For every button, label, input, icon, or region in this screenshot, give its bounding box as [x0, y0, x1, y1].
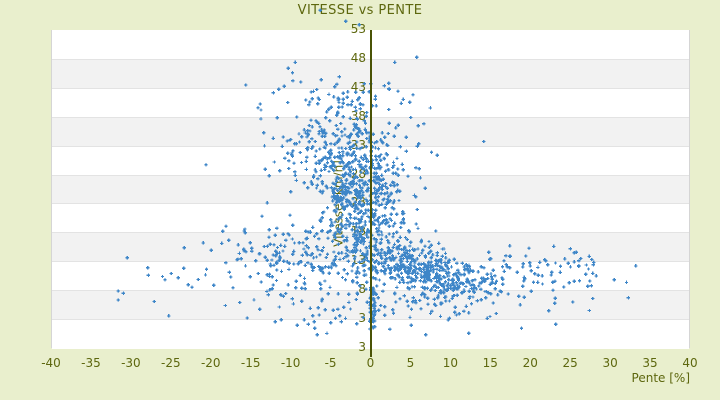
x-tick-label: 35 — [642, 356, 658, 370]
x-tick-label: -10 — [280, 356, 301, 370]
x-tick-label: -5 — [324, 356, 337, 370]
y-tick-label: 38 — [350, 108, 366, 123]
x-tick-label: 15 — [482, 356, 498, 370]
y-tick-label: 8 — [358, 282, 366, 297]
y-tick-label: 43 — [350, 79, 366, 94]
x-tick-label: -15 — [240, 356, 261, 370]
x-tick-label: 5 — [406, 356, 415, 370]
x-tick-label: -30 — [121, 356, 141, 370]
x-tick-label: -35 — [81, 356, 101, 370]
y-axis-title: Vitesse [km/h] — [331, 160, 346, 247]
x-tick-label: -25 — [161, 356, 181, 370]
x-tick-label: -40 — [41, 356, 61, 370]
x-tick-label: 40 — [682, 356, 698, 370]
x-tick-label: 10 — [442, 356, 459, 370]
x-tick-label: 25 — [562, 356, 578, 370]
x-axis-title: Pente [%] — [631, 371, 690, 385]
y-tick-label: 48 — [350, 50, 366, 65]
x-tick-label: -20 — [200, 356, 221, 370]
y-axis-line — [370, 30, 372, 357]
x-tick-label: 20 — [522, 356, 538, 370]
y-tick-label: 53 — [350, 22, 366, 36]
x-tick-label: 30 — [602, 356, 618, 370]
y-tick-label: 3 — [358, 340, 366, 354]
x-tick-label: 0 — [366, 356, 375, 370]
y-tick-label: 3 — [358, 311, 366, 326]
